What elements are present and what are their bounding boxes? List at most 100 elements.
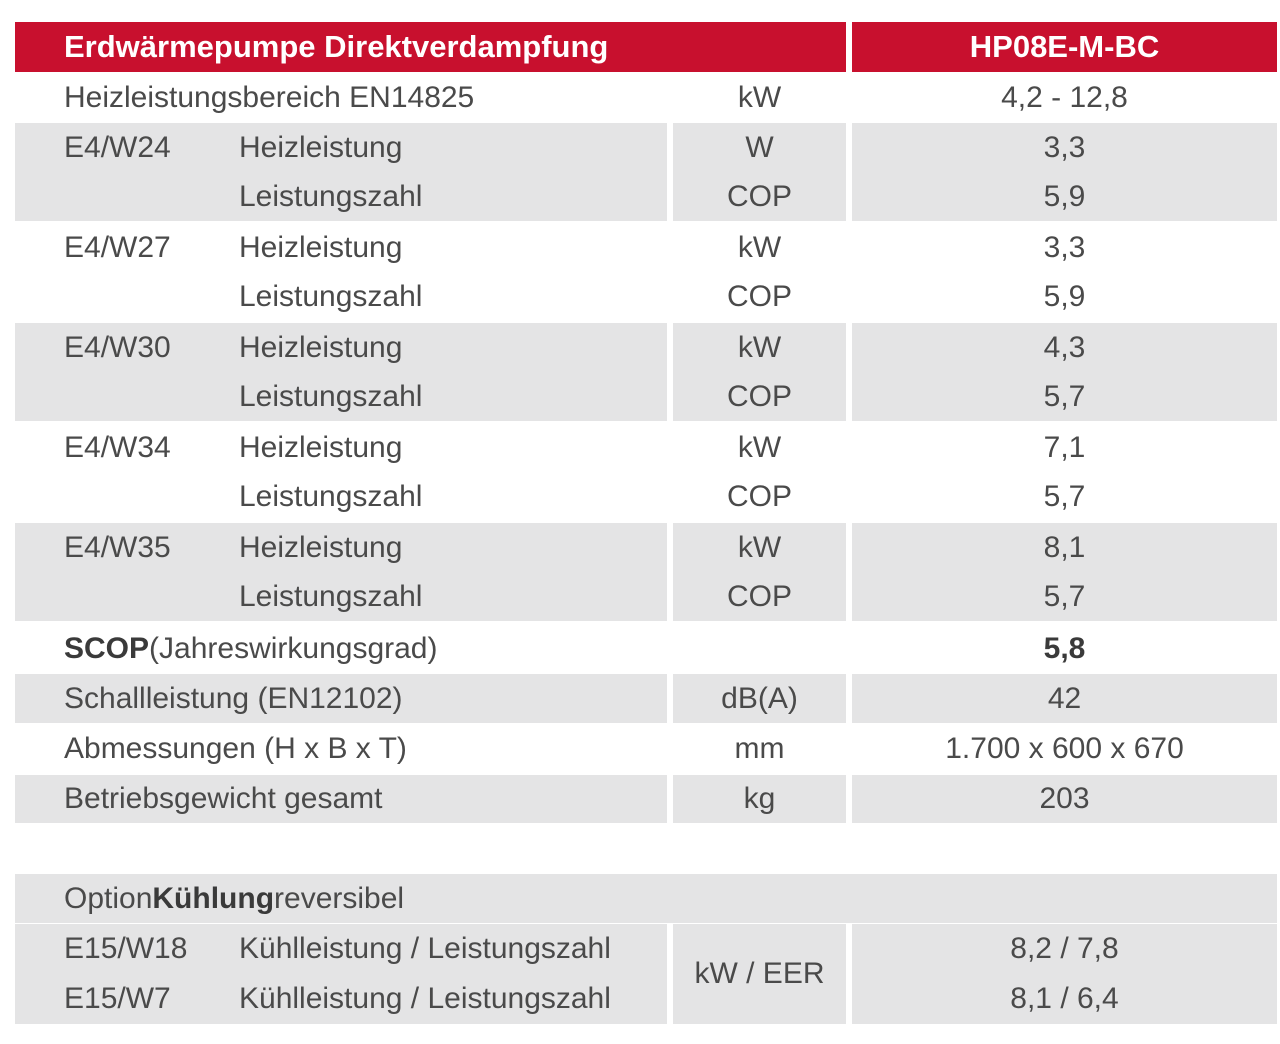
scop-label: SCOP (Jahreswirkungsgrad) xyxy=(64,624,437,673)
weight-unit-cell: kg xyxy=(673,775,846,823)
scop-label-cell: SCOP (Jahreswirkungsgrad) xyxy=(15,624,667,673)
weight-unit: kg xyxy=(743,782,776,815)
table-row: E4/W30 Heizleistung kW 4,3 xyxy=(0,323,1280,373)
sound-value-cell: 42 xyxy=(852,674,1277,723)
dims-label: Abmessungen (H x B x T) xyxy=(64,732,407,765)
point-label-cell: E4/W27 Heizleistung xyxy=(15,223,667,273)
point-label-cell: E4/W24 Heizleistung xyxy=(15,123,667,173)
cooling-cond-1: E15/W18 xyxy=(64,932,188,965)
point-heat-value: 3,3 xyxy=(1043,231,1086,264)
header-model-cell: HP08E-M-BC xyxy=(852,22,1277,72)
point-condition: E4/W27 xyxy=(64,231,171,264)
point-cop-unit-cell: COP xyxy=(673,173,846,221)
cooling-label-cell: E15/W18 Kühlleistung / Leistungszahl E15… xyxy=(15,924,667,1024)
point-heat-value-cell: 3,3 xyxy=(852,223,1277,273)
point-heat-value-cell: 7,1 xyxy=(852,423,1277,473)
scop-label-bold: SCOP xyxy=(64,631,150,665)
point-label-cell: E4/W35 Heizleistung xyxy=(15,523,667,573)
point-heat-value-cell: 3,3 xyxy=(852,123,1277,173)
table-row: Leistungszahl COP 5,7 xyxy=(0,573,1280,621)
point-heat-unit: kW xyxy=(737,431,782,464)
table-row: Leistungszahl COP 5,7 xyxy=(0,373,1280,421)
weight-value: 203 xyxy=(1039,782,1090,815)
point-cop-label-cell: Leistungszahl xyxy=(15,473,667,521)
range-value-cell: 4,2 - 12,8 xyxy=(852,73,1277,123)
point-label-cell: E4/W34 Heizleistung xyxy=(15,423,667,473)
point-cop-label-cell: Leistungszahl xyxy=(15,273,667,321)
point-cop-label: Leistungszahl xyxy=(239,280,423,313)
point-cop-value-cell: 5,7 xyxy=(852,473,1277,521)
table-row: Leistungszahl COP 5,7 xyxy=(0,473,1280,521)
point-cop-label: Leistungszahl xyxy=(239,380,423,413)
point-heat-value: 8,1 xyxy=(1043,531,1086,564)
header-title-cell: Erdwärmepumpe Direktverdampfung xyxy=(15,22,846,72)
point-heat-value-cell: 8,1 xyxy=(852,523,1277,573)
dims-unit-cell: mm xyxy=(673,724,846,774)
point-cop-unit: COP xyxy=(726,580,792,613)
point-cop-value: 5,7 xyxy=(1043,480,1086,513)
cooling-label-2: Kühlleistung / Leistungszahl xyxy=(239,982,611,1015)
table-row-dims: Abmessungen (H x B x T) mm 1.700 x 600 x… xyxy=(0,724,1280,774)
cooling-row-1: E15/W18 Kühlleistung / Leistungszahl xyxy=(15,924,667,974)
point-cop-value: 5,7 xyxy=(1043,380,1086,413)
point-heat-unit: kW xyxy=(737,331,782,364)
point-heat-label: Heizleistung xyxy=(239,431,403,464)
table-row-sound: Schallleistung (EN12102) dB(A) 42 xyxy=(0,674,1280,723)
point-heat-unit: W xyxy=(745,131,774,164)
scop-value-cell: 5,8 xyxy=(852,624,1277,673)
point-cop-value-cell: 5,7 xyxy=(852,373,1277,421)
range-unit: kW xyxy=(737,81,782,114)
point-heat-label: Heizleistung xyxy=(239,331,403,364)
point-condition: E4/W34 xyxy=(64,431,171,464)
scop-value: 5,8 xyxy=(1043,631,1086,665)
point-cop-unit-cell: COP xyxy=(673,273,846,321)
cooling-title-cell: Option Kühlung reversibel xyxy=(15,874,1277,923)
point-cop-unit-cell: COP xyxy=(673,373,846,421)
point-heat-unit: kW xyxy=(737,531,782,564)
weight-label: Betriebsgewicht gesamt xyxy=(64,782,383,815)
point-cop-label-cell: Leistungszahl xyxy=(15,173,667,221)
table-row-range: Heizleistungsbereich EN14825 kW 4,2 - 12… xyxy=(0,73,1280,123)
point-cop-unit-cell: COP xyxy=(673,573,846,621)
point-heat-unit: kW xyxy=(737,231,782,264)
table-row: Leistungszahl COP 5,9 xyxy=(0,173,1280,221)
table-row: Leistungszahl COP 5,9 xyxy=(0,273,1280,321)
point-heat-label: Heizleistung xyxy=(239,231,403,264)
point-cop-unit: COP xyxy=(726,180,792,213)
cooling-values-block: E15/W18 Kühlleistung / Leistungszahl E15… xyxy=(0,924,1280,1024)
cooling-value-1: 8,2 / 7,8 xyxy=(1010,932,1119,965)
point-heat-label: Heizleistung xyxy=(239,531,403,564)
sound-unit-cell: dB(A) xyxy=(673,674,846,723)
weight-value-cell: 203 xyxy=(852,775,1277,823)
point-cop-unit: COP xyxy=(726,380,792,413)
point-label-cell: E4/W30 Heizleistung xyxy=(15,323,667,373)
dims-value: 1.700 x 600 x 670 xyxy=(945,732,1184,765)
point-cop-label: Leistungszahl xyxy=(239,180,423,213)
point-cop-unit: COP xyxy=(726,280,792,313)
point-heat-unit-cell: kW xyxy=(673,323,846,373)
sound-value: 42 xyxy=(1047,681,1082,715)
table-row-scop: SCOP (Jahreswirkungsgrad) 5,8 xyxy=(0,624,1280,673)
point-cop-label-cell: Leistungszahl xyxy=(15,573,667,621)
range-label: Heizleistungsbereich EN14825 xyxy=(64,81,475,114)
point-heat-unit-cell: kW xyxy=(673,223,846,273)
cooling-title-bold: Kühlung xyxy=(152,881,275,915)
cooling-title-pre: Option xyxy=(64,881,153,915)
point-condition: E4/W35 xyxy=(64,531,171,564)
sound-label: Schallleistung (EN12102) xyxy=(64,681,403,715)
table-row: E4/W24 Heizleistung W 3,3 xyxy=(0,123,1280,173)
cooling-label-1: Kühlleistung / Leistungszahl xyxy=(239,932,611,965)
dims-unit: mm xyxy=(734,732,785,765)
point-heat-value: 4,3 xyxy=(1043,331,1086,364)
table-row: E4/W27 Heizleistung kW 3,3 xyxy=(0,223,1280,273)
cooling-unit-cell: kW / EER xyxy=(673,924,846,1024)
cooling-title-row: Option Kühlung reversibel xyxy=(0,874,1280,923)
cooling-value-cell: 8,2 / 7,8 8,1 / 6,4 xyxy=(852,924,1277,1024)
table-row: E4/W35 Heizleistung kW 8,1 xyxy=(0,523,1280,573)
dims-value-cell: 1.700 x 600 x 670 xyxy=(852,724,1277,774)
point-heat-unit-cell: W xyxy=(673,123,846,173)
cooling-title-post: reversibel xyxy=(274,881,405,915)
point-cop-label: Leistungszahl xyxy=(239,580,423,613)
point-cop-value-cell: 5,7 xyxy=(852,573,1277,621)
point-condition: E4/W30 xyxy=(64,331,171,364)
